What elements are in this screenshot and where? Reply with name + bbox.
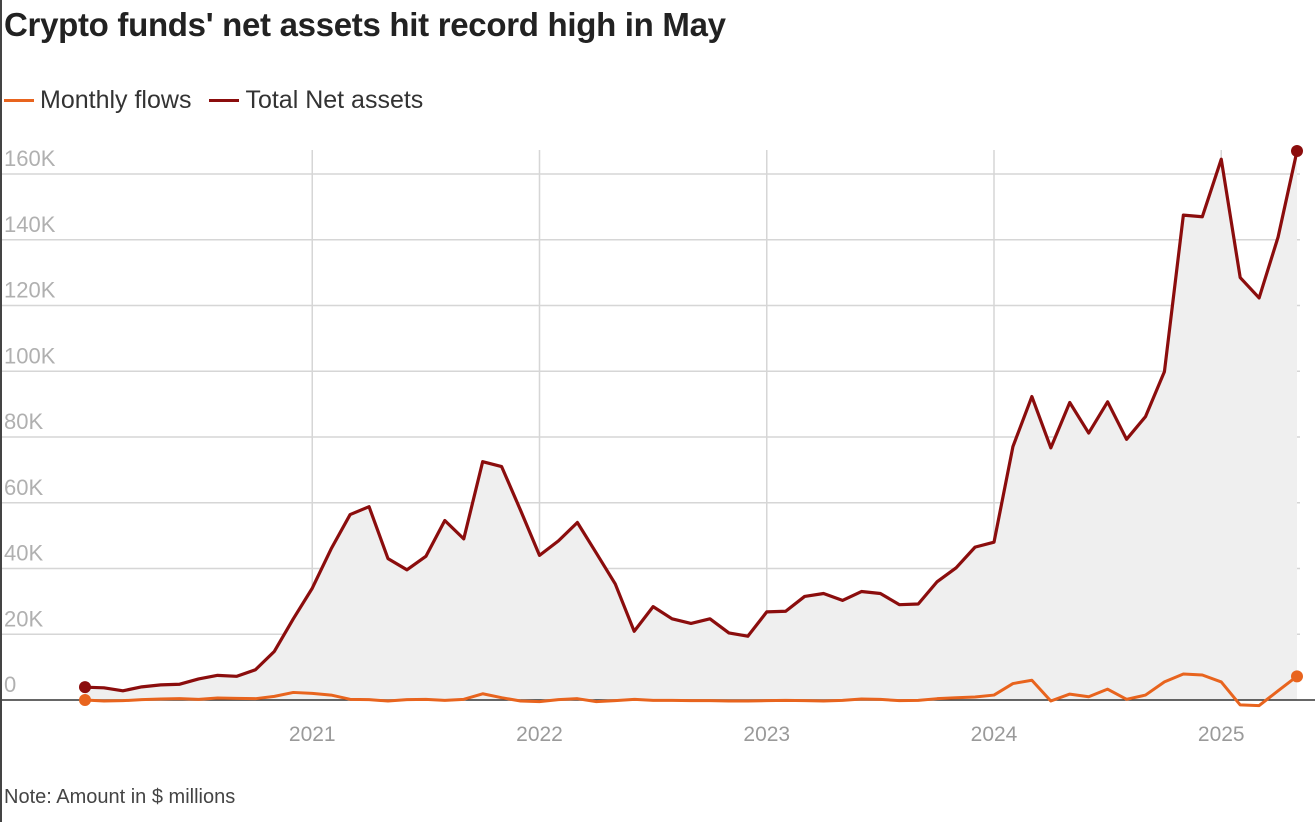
legend-label-total-net-assets: Total Net assets — [245, 86, 424, 114]
y-tick-label: 120K — [4, 278, 56, 303]
chart-title: Crypto funds' net assets hit record high… — [4, 6, 726, 43]
monthly-flows-end-point — [1291, 670, 1303, 683]
y-tick-label: 0 — [4, 672, 16, 697]
legend-swatch-monthly-flows — [4, 99, 34, 102]
total-net-assets-area — [85, 150, 1297, 701]
y-tick-label: 80K — [4, 409, 43, 434]
x-tick-label: 2022 — [516, 723, 563, 746]
left-edge-rule — [0, 0, 2, 822]
legend-swatch-total-net-assets — [209, 99, 240, 102]
monthly-flows-line — [83, 672, 1299, 708]
y-tick-label: 140K — [4, 212, 56, 237]
x-tick-label: 2025 — [1198, 723, 1245, 746]
total-net-assets-end-point — [1291, 144, 1303, 157]
x-tick-label: 2021 — [289, 723, 336, 746]
chart-note: Note: Amount in $ millions — [4, 786, 236, 808]
legend: Monthly flows Total Net assets — [4, 86, 441, 115]
y-tick-label: 60K — [4, 475, 43, 500]
y-tick-label: 100K — [4, 343, 56, 368]
legend-item-total-net-assets: Total Net assets — [209, 86, 423, 115]
legend-label-monthly-flows: Monthly flows — [40, 86, 192, 114]
y-tick-label: 40K — [4, 541, 43, 566]
y-tick-label: 20K — [4, 606, 43, 631]
legend-item-monthly-flows: Monthly flows — [4, 86, 191, 115]
monthly-flows-start-point — [79, 694, 91, 706]
total-net-assets-start-point — [79, 681, 91, 694]
y-tick-label: 160K — [4, 146, 56, 171]
x-tick-label: 2023 — [743, 723, 790, 746]
total-net-assets-line — [83, 149, 1299, 693]
x-tick-label: 2024 — [971, 723, 1018, 746]
